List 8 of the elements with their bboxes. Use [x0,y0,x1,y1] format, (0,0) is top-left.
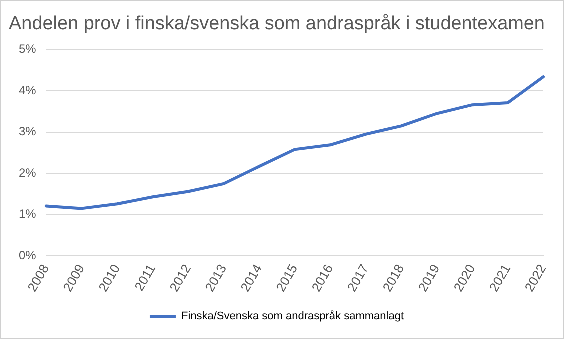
y-tick-label: 5% [19,42,37,56]
legend-label: Finska/Svenska som andraspråk sammanlagt [181,310,404,323]
y-tick-label: 3% [19,124,37,139]
chart-title: Andelen prov i finska/svenska som andraspråk i studentexamen [9,14,545,35]
y-tick-label: 4% [19,83,37,98]
y-tick-label: 0% [19,248,37,262]
y-tick-label: 1% [19,207,37,222]
y-tick-label: 2% [19,166,37,180]
